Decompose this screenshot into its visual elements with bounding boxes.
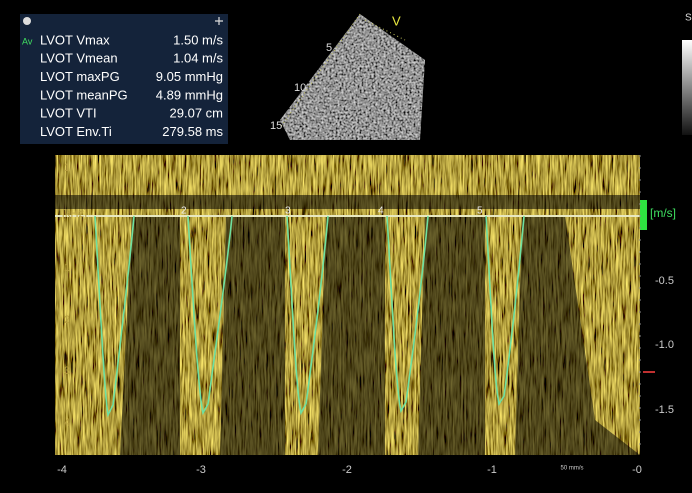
scale-label: 1 <box>64 262 70 274</box>
sweep-speed: 50 mm/s <box>560 466 583 472</box>
time-axis: -4 -3 -2 -1 -0 50 mm/s <box>57 464 642 476</box>
time-tick: -0 <box>632 464 642 476</box>
measure-value: 4.89 mmHg <box>156 87 223 102</box>
measure-label: LVOT meanPG <box>40 87 128 102</box>
measure-label: LVOT Vmean <box>40 51 118 66</box>
depth-label: 15 <box>270 120 282 132</box>
screen: 1 [kHz] 1 2 3 4 2 3 4 5 [m/s] -0.5 -1.0 … <box>0 0 692 493</box>
time-tick: -3 <box>196 464 206 476</box>
measure-value: 29.07 cm <box>170 106 223 121</box>
time-tick: -2 <box>342 464 352 476</box>
scale-label: 2 <box>64 314 70 326</box>
beat-label: 5 <box>477 206 483 217</box>
depth-label: 5 <box>326 42 332 54</box>
measure-label: LVOT maxPG <box>40 69 120 84</box>
doppler-spectrum <box>55 155 655 455</box>
measure-value: 9.05 mmHg <box>156 69 223 84</box>
scale-label: [kHz] <box>62 208 87 220</box>
measure-value: 279.58 ms <box>162 124 223 139</box>
gray-bar <box>682 40 692 135</box>
corner-label: S <box>685 13 692 24</box>
measure-label: LVOT Env.Ti <box>40 124 112 139</box>
sector-image: V 5 10 15 <box>270 13 430 144</box>
measure-label: LVOT VTI <box>40 106 97 121</box>
time-tick: -1 <box>487 464 497 476</box>
scale-label: 3 <box>64 365 70 377</box>
velocity-tick: -0.5 <box>655 275 674 287</box>
beat-label: 3 <box>285 206 291 217</box>
velocity-tick: -1.5 <box>655 404 674 416</box>
beat-label: 2 <box>181 206 187 217</box>
velocity-unit: [m/s] <box>650 206 676 220</box>
scale-label: 1 <box>64 162 70 174</box>
measure-value: 1.50 m/s <box>173 32 223 47</box>
velocity-axis: [m/s] -0.5 -1.0 -1.5 <box>650 206 676 416</box>
beat-label: 4 <box>378 206 384 217</box>
measure-value: 1.04 m/s <box>173 51 223 66</box>
measure-label: LVOT Vmax <box>40 32 110 47</box>
panel-tag: Av <box>22 36 33 46</box>
velocity-tick: -1.0 <box>655 339 674 351</box>
sector-marker: V <box>392 13 401 28</box>
scale-label: 4 <box>64 417 70 429</box>
measurement-panel: Av LVOT Vmax 1.50 m/s LVOT Vmean 1.04 m/s LV… <box>20 14 228 144</box>
depth-label: 10 <box>294 82 306 94</box>
time-tick: -4 <box>57 464 67 476</box>
